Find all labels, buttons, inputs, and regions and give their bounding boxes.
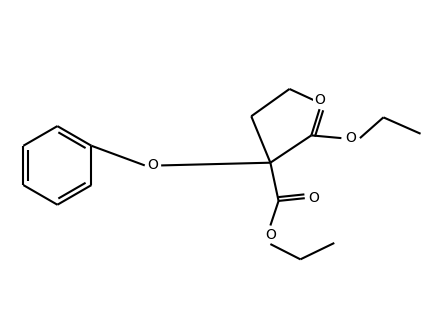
Text: O: O (309, 191, 319, 205)
Text: O: O (314, 93, 325, 107)
Text: O: O (345, 131, 356, 145)
Text: O: O (148, 159, 158, 172)
Text: O: O (265, 228, 276, 242)
